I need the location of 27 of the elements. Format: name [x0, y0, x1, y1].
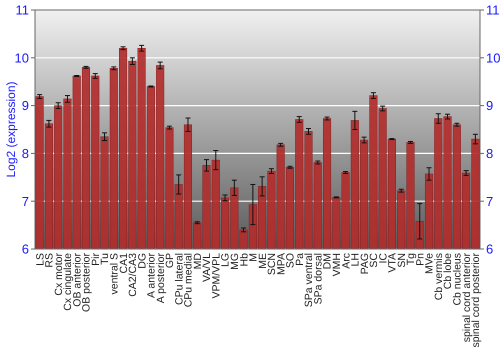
- x-tick-label: CA1: [118, 252, 130, 274]
- y-axis-title: Log2 (expression): [4, 81, 18, 178]
- x-tick-label: MG: [229, 253, 241, 270]
- y-tick-label: 10: [14, 50, 29, 66]
- x-tick-label: LG: [220, 253, 232, 268]
- x-tick-label: RS: [44, 253, 56, 268]
- y2-tick-label: 11: [486, 2, 500, 18]
- y2-tick-label: 8: [486, 146, 494, 161]
- y2-tick-label: 7: [486, 194, 494, 209]
- y2-tick-label: 10: [486, 50, 500, 66]
- x-tick-label: Cb lobe: [442, 252, 454, 290]
- y-tick-label: 6: [22, 242, 29, 257]
- x-tick-label: Hb: [238, 252, 250, 266]
- y-tick-label: 7: [22, 194, 29, 209]
- x-tick-label: Arc: [340, 253, 352, 269]
- x-tick-label: spinal cord anterior: [460, 252, 473, 342]
- y-tick-label: 8: [22, 146, 29, 161]
- x-tick-label: Cb nucleus: [452, 253, 464, 306]
- x-tick-label: SPa dorsal: [312, 253, 324, 304]
- x-tick-label: GP: [164, 253, 176, 268]
- x-tick-label: spinal cord posterior: [470, 252, 482, 348]
- y-tick-label: 9: [22, 98, 29, 114]
- y2-tick-label: 6: [486, 242, 494, 257]
- y2-tick-label: 9: [486, 98, 494, 114]
- x-tick-label: Tg: [405, 252, 418, 266]
- x-tick-label: LS: [34, 253, 46, 266]
- y-tick-label: 11: [16, 2, 29, 18]
